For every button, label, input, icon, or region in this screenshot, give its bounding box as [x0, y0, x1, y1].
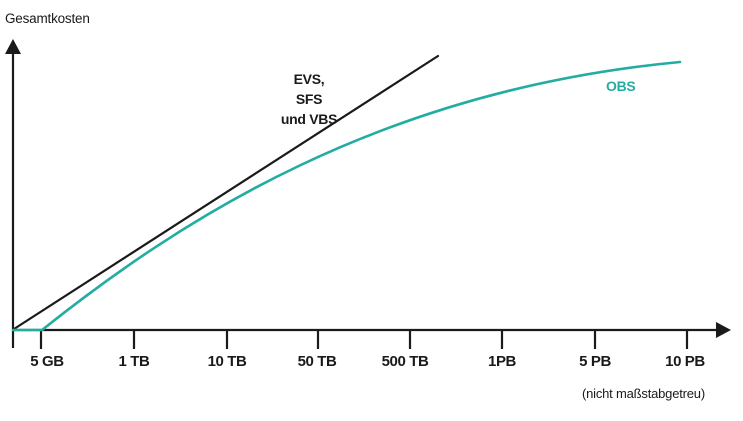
- y-axis-label: Gesamtkosten: [5, 11, 90, 26]
- series-label-line1: EVS, SFS: [293, 71, 325, 107]
- y-axis-arrow-icon: [5, 39, 21, 54]
- series-line-obs: [11, 60, 682, 332]
- tick-label-10pb: 10 PB: [665, 353, 705, 370]
- series-line-evs-sfs-vbs: [12, 54, 440, 331]
- series-label-evs-sfs-vbs: EVS, SFS und VBS: [279, 69, 339, 129]
- tick-label-1tb: 1 TB: [118, 353, 150, 370]
- tick-label-10tb: 10 TB: [207, 353, 247, 370]
- tick-label-50tb: 50 TB: [297, 353, 337, 370]
- x-ticks: [39, 330, 689, 349]
- series-label-line2: und VBS: [280, 111, 338, 127]
- series-label-obs: OBS: [606, 78, 636, 94]
- tick-label-500tb: 500 TB: [381, 353, 429, 370]
- x-axis-arrow-icon: [716, 322, 731, 338]
- tick-label-1pb: 1PB: [488, 353, 516, 370]
- scale-note: (nicht maßstabgetreu): [582, 386, 705, 401]
- tick-label-5pb: 5 PB: [579, 353, 611, 370]
- tick-label-5gb: 5 GB: [30, 353, 64, 370]
